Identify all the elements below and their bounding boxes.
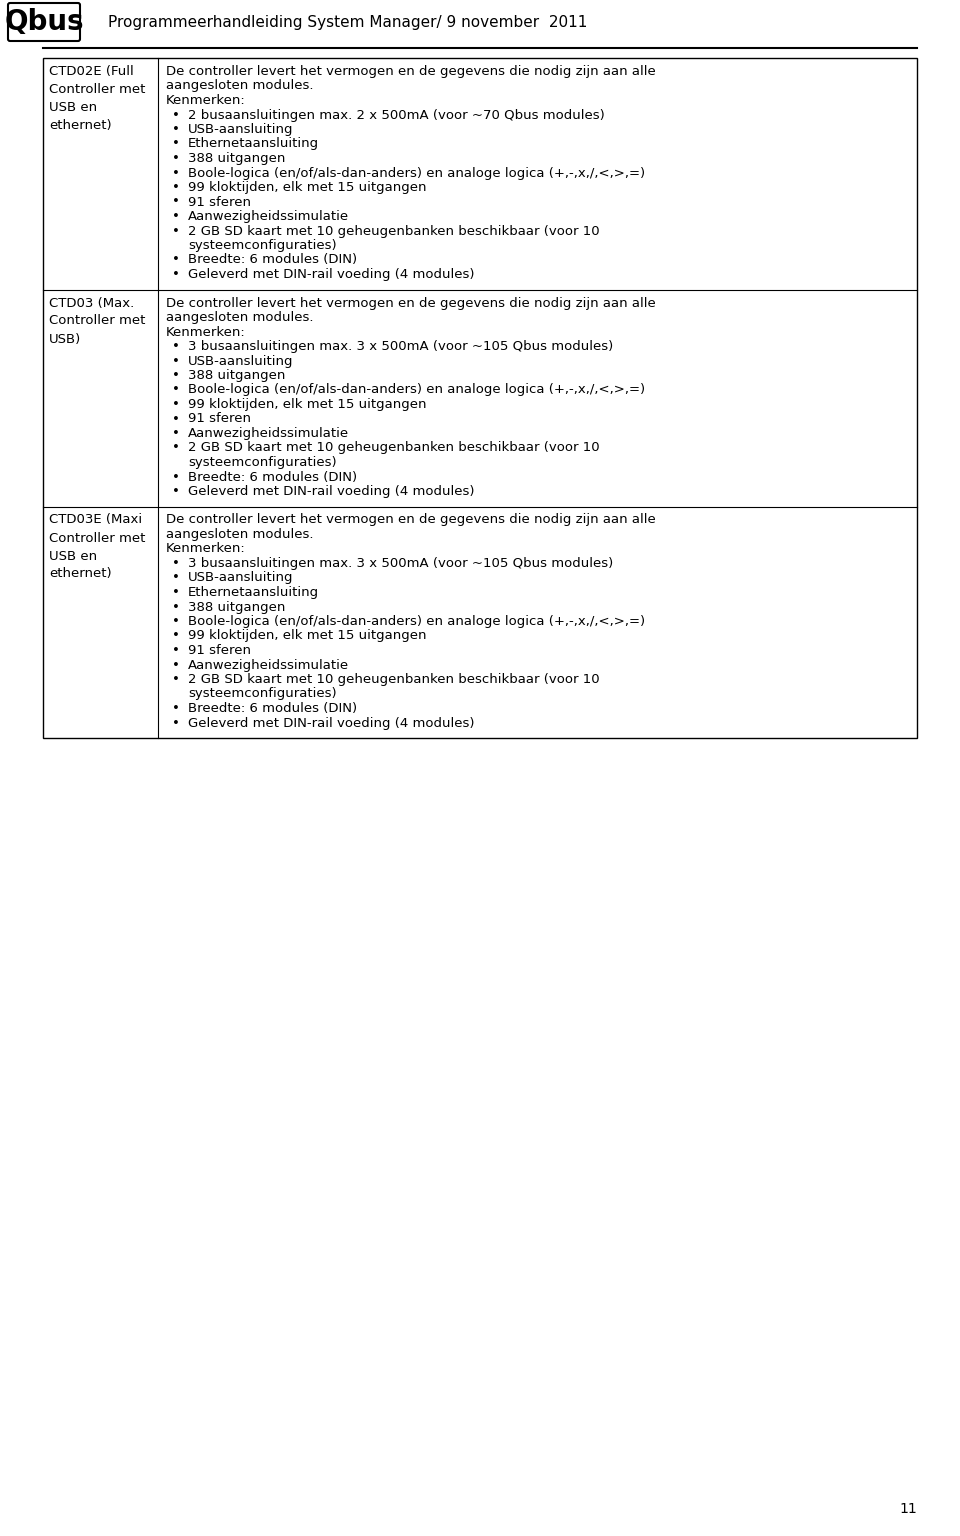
Text: Breedte: 6 modules (DIN): Breedte: 6 modules (DIN) (188, 470, 357, 484)
Text: 388 uitgangen: 388 uitgangen (188, 369, 285, 382)
Text: 99 kloktijden, elk met 15 uitgangen: 99 kloktijden, elk met 15 uitgangen (188, 181, 426, 194)
Text: 2 busaansluitingen max. 2 x 500mA (voor ~70 Qbus modules): 2 busaansluitingen max. 2 x 500mA (voor … (188, 109, 605, 121)
Text: Geleverd met DIN-rail voeding (4 modules): Geleverd met DIN-rail voeding (4 modules… (188, 716, 474, 730)
Text: Breedte: 6 modules (DIN): Breedte: 6 modules (DIN) (188, 253, 357, 267)
Text: •: • (172, 210, 180, 223)
Text: Kenmerken:: Kenmerken: (166, 542, 246, 556)
Text: •: • (172, 571, 180, 585)
Text: aangesloten modules.: aangesloten modules. (166, 310, 314, 324)
Text: •: • (172, 470, 180, 484)
Text: •: • (172, 369, 180, 382)
Text: •: • (172, 485, 180, 498)
Text: CTD03E (Maxi
Controller met
USB en
ethernet): CTD03E (Maxi Controller met USB en ether… (49, 513, 145, 581)
Text: 99 kloktijden, elk met 15 uitgangen: 99 kloktijden, elk met 15 uitgangen (188, 398, 426, 412)
Text: Breedte: 6 modules (DIN): Breedte: 6 modules (DIN) (188, 702, 357, 714)
Text: 91 sferen: 91 sferen (188, 644, 251, 657)
Text: •: • (172, 181, 180, 194)
Text: •: • (172, 716, 180, 730)
Text: •: • (172, 630, 180, 642)
Text: •: • (172, 644, 180, 657)
Text: •: • (172, 601, 180, 613)
Text: aangesloten modules.: aangesloten modules. (166, 528, 314, 541)
Text: •: • (172, 267, 180, 281)
Text: •: • (172, 166, 180, 180)
Text: 388 uitgangen: 388 uitgangen (188, 601, 285, 613)
Text: De controller levert het vermogen en de gegevens die nodig zijn aan alle: De controller levert het vermogen en de … (166, 296, 656, 309)
Text: USB-aansluiting: USB-aansluiting (188, 123, 294, 137)
Text: De controller levert het vermogen en de gegevens die nodig zijn aan alle: De controller levert het vermogen en de … (166, 65, 656, 78)
Text: •: • (172, 339, 180, 353)
Text: USB-aansluiting: USB-aansluiting (188, 355, 294, 367)
Text: 2 GB SD kaart met 10 geheugenbanken beschikbaar (voor 10: 2 GB SD kaart met 10 geheugenbanken besc… (188, 673, 600, 687)
Text: Qbus: Qbus (4, 8, 84, 35)
Text: systeemconfiguraties): systeemconfiguraties) (188, 456, 337, 468)
Text: Boole-logica (en/of/als-dan-anders) en analoge logica (+,-,x,/,<,>,=): Boole-logica (en/of/als-dan-anders) en a… (188, 384, 645, 396)
Text: Kenmerken:: Kenmerken: (166, 326, 246, 338)
FancyBboxPatch shape (8, 3, 80, 41)
Text: •: • (172, 427, 180, 439)
Text: •: • (172, 384, 180, 396)
Text: •: • (172, 109, 180, 121)
Text: systeemconfiguraties): systeemconfiguraties) (188, 240, 337, 252)
Text: •: • (172, 138, 180, 151)
Text: Ethernetaansluiting: Ethernetaansluiting (188, 138, 319, 151)
Text: USB-aansluiting: USB-aansluiting (188, 571, 294, 585)
Text: 2 GB SD kaart met 10 geheugenbanken beschikbaar (voor 10: 2 GB SD kaart met 10 geheugenbanken besc… (188, 224, 600, 238)
Text: Aanwezigheidssimulatie: Aanwezigheidssimulatie (188, 659, 349, 671)
Text: •: • (172, 355, 180, 367)
Text: Geleverd met DIN-rail voeding (4 modules): Geleverd met DIN-rail voeding (4 modules… (188, 267, 474, 281)
Text: systeemconfiguraties): systeemconfiguraties) (188, 688, 337, 700)
Text: Aanwezigheidssimulatie: Aanwezigheidssimulatie (188, 210, 349, 223)
Text: •: • (172, 558, 180, 570)
Text: CTD03 (Max.
Controller met
USB): CTD03 (Max. Controller met USB) (49, 296, 145, 346)
Text: 3 busaansluitingen max. 3 x 500mA (voor ~105 Qbus modules): 3 busaansluitingen max. 3 x 500mA (voor … (188, 339, 613, 353)
Text: 2 GB SD kaart met 10 geheugenbanken beschikbaar (voor 10: 2 GB SD kaart met 10 geheugenbanken besc… (188, 441, 600, 455)
Text: 91 sferen: 91 sferen (188, 195, 251, 209)
Text: Ethernetaansluiting: Ethernetaansluiting (188, 587, 319, 599)
Text: Geleverd met DIN-rail voeding (4 modules): Geleverd met DIN-rail voeding (4 modules… (188, 485, 474, 498)
Text: 388 uitgangen: 388 uitgangen (188, 152, 285, 164)
Text: •: • (172, 659, 180, 671)
Text: •: • (172, 253, 180, 267)
Text: Kenmerken:: Kenmerken: (166, 94, 246, 108)
Text: •: • (172, 398, 180, 412)
Text: Programmeerhandleiding System Manager/ 9 november  2011: Programmeerhandleiding System Manager/ 9… (108, 14, 588, 29)
Text: aangesloten modules.: aangesloten modules. (166, 80, 314, 92)
Text: •: • (172, 224, 180, 238)
Text: •: • (172, 195, 180, 209)
Text: CTD02E (Full
Controller met
USB en
ethernet): CTD02E (Full Controller met USB en ether… (49, 65, 145, 132)
Text: De controller levert het vermogen en de gegevens die nodig zijn aan alle: De controller levert het vermogen en de … (166, 513, 656, 527)
Text: 11: 11 (900, 1502, 917, 1516)
Text: Boole-logica (en/of/als-dan-anders) en analoge logica (+,-,x,/,<,>,=): Boole-logica (en/of/als-dan-anders) en a… (188, 614, 645, 628)
Text: •: • (172, 614, 180, 628)
Text: Aanwezigheidssimulatie: Aanwezigheidssimulatie (188, 427, 349, 439)
Text: •: • (172, 441, 180, 455)
Text: •: • (172, 413, 180, 425)
Text: 3 busaansluitingen max. 3 x 500mA (voor ~105 Qbus modules): 3 busaansluitingen max. 3 x 500mA (voor … (188, 558, 613, 570)
Text: 99 kloktijden, elk met 15 uitgangen: 99 kloktijden, elk met 15 uitgangen (188, 630, 426, 642)
Text: Boole-logica (en/of/als-dan-anders) en analoge logica (+,-,x,/,<,>,=): Boole-logica (en/of/als-dan-anders) en a… (188, 166, 645, 180)
Text: 91 sferen: 91 sferen (188, 413, 251, 425)
Text: •: • (172, 673, 180, 687)
Text: •: • (172, 123, 180, 137)
Text: •: • (172, 702, 180, 714)
Bar (43, 58, 917, 737)
Text: •: • (172, 152, 180, 164)
Text: •: • (172, 587, 180, 599)
